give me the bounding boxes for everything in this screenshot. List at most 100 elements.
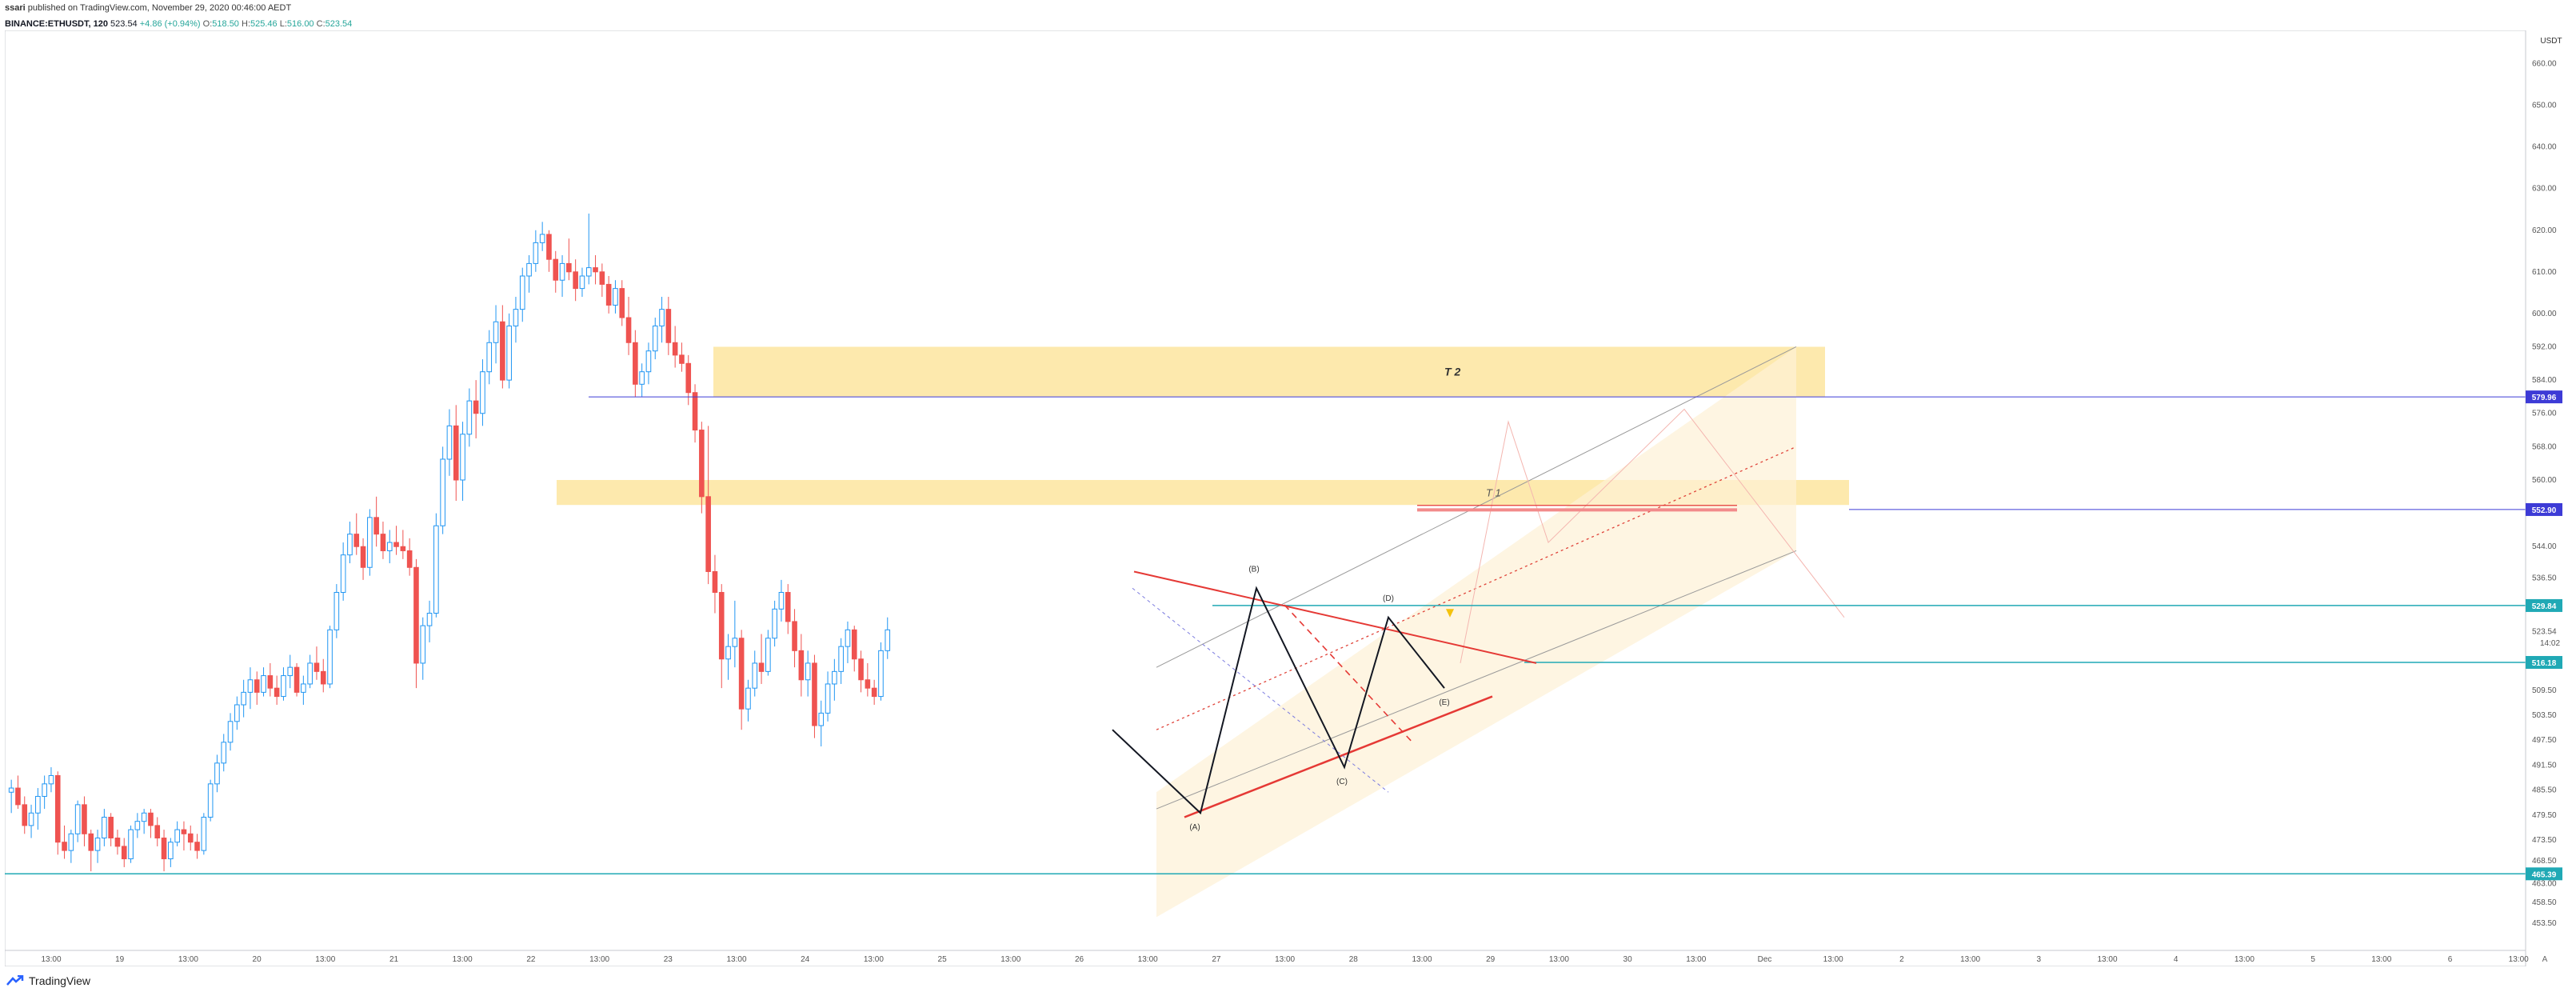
candle-body (148, 812, 154, 826)
candle-body (566, 262, 572, 273)
candle-body (62, 842, 67, 851)
time-tick: 26 (1075, 955, 1084, 964)
close-label: C: (316, 19, 325, 29)
price-badge (2526, 598, 2562, 612)
time-tick: 13:00 (1138, 955, 1158, 964)
price-tick: 620.00 (2532, 226, 2557, 235)
price-tick: 473.50 (2532, 836, 2557, 845)
time-tick: 13:00 (864, 955, 884, 964)
currency-label: USDT (2540, 37, 2562, 46)
candle-body (772, 608, 777, 639)
time-tick: 13:00 (1823, 955, 1843, 964)
channel-mid (1156, 446, 1797, 730)
candle-body (805, 662, 811, 681)
candle-body (367, 517, 373, 568)
candle-body (712, 570, 718, 593)
candle-body (433, 525, 439, 614)
symbol-name[interactable]: BINANCE:ETHUSDT, 120 (5, 19, 108, 29)
price-badge (2526, 502, 2562, 516)
price-tick: 568.00 (2532, 442, 2557, 451)
price-tick: 523.54 (2532, 628, 2557, 637)
candle-body (307, 662, 313, 685)
candle-body (314, 662, 320, 672)
candle-body (161, 838, 167, 860)
price-tick: 509.50 (2532, 686, 2557, 695)
price-tick: 485.50 (2532, 786, 2557, 795)
tradingview-logo-icon (6, 975, 24, 986)
candle-body (333, 591, 340, 630)
open-value: 518.50 (212, 19, 239, 29)
candle-body (718, 591, 725, 660)
candle-body (15, 787, 21, 806)
price-badge-label: 465.39 (2532, 870, 2557, 879)
candle-body (579, 275, 585, 290)
candle-body (605, 283, 612, 306)
price-tick: 584.00 (2532, 376, 2557, 385)
open-label: O: (202, 19, 213, 29)
channel-bottom (1156, 550, 1797, 810)
price-badge-label: 516.18 (2532, 659, 2557, 668)
candle-body (261, 675, 266, 693)
triangle-upper-line (1133, 570, 1537, 664)
candle-body (187, 833, 194, 843)
price-badge-label: 529.84 (2532, 602, 2557, 611)
time-tick: 13:00 (1549, 955, 1569, 964)
candle-body (533, 242, 539, 264)
price-axis[interactable]: USDT 660.00 650.00 640.00 630.00 620.00 610.00… (2525, 30, 2562, 966)
author-name[interactable]: ssari (5, 3, 26, 13)
wave-label: (B) (1248, 565, 1259, 574)
candle-body (885, 629, 891, 651)
candle-body (234, 704, 240, 722)
candle-body (393, 542, 399, 547)
candle-body (778, 591, 785, 610)
time-tick: 21 (389, 955, 399, 964)
time-tick: 2 (1899, 955, 1904, 964)
time-tick: 13:00 (589, 955, 609, 964)
time-tick: 13:00 (2371, 955, 2391, 964)
bar-countdown: 14:02 (2540, 639, 2560, 648)
price-badge-label: 579.96 (2532, 394, 2557, 402)
candle-body (699, 430, 705, 498)
candle-body (114, 838, 121, 847)
tradingview-logo[interactable]: TradingView (6, 974, 90, 987)
candle-body (865, 679, 871, 689)
candle-body (420, 625, 426, 664)
candle-body (599, 271, 605, 285)
candle-body (685, 362, 692, 394)
candle-body (825, 683, 831, 714)
candle-body (281, 675, 286, 698)
time-tick: 4 (2174, 955, 2179, 964)
candle-body (573, 271, 578, 290)
candle-body (659, 309, 665, 326)
triangle-marker (1446, 609, 1454, 618)
candle-body (446, 425, 453, 460)
candle-body (559, 262, 565, 281)
candle-body (845, 629, 851, 647)
price-badge (2526, 390, 2562, 404)
price-tick: 610.00 (2532, 268, 2557, 277)
candle-body (406, 550, 413, 568)
time-tick: 22 (526, 955, 536, 964)
time-tick: 13:00 (1000, 955, 1020, 964)
channel-top (1156, 346, 1797, 668)
price-tick: 660.00 (2532, 60, 2557, 69)
candle-body (134, 821, 141, 830)
high-value: 525.46 (250, 19, 278, 29)
zone-t2-label: T 2 (1444, 366, 1460, 378)
candle-body (141, 812, 147, 822)
candle-body (181, 829, 187, 834)
time-tick: 6 (2448, 955, 2453, 964)
price-tick: 650.00 (2532, 102, 2557, 110)
candle-body (466, 400, 473, 435)
candle-body (88, 833, 94, 851)
time-tick: 13:00 (726, 955, 746, 964)
candle-body (440, 458, 445, 526)
price-tick: 458.50 (2532, 898, 2557, 907)
wave-label: (E) (1439, 698, 1449, 707)
price-tick: 576.00 (2532, 410, 2557, 418)
time-axis[interactable]: 13:00 19 13:00 20 13:00 21 13:00 22 13:00 23 13:00… (5, 950, 2548, 964)
candle-body (758, 662, 765, 672)
publish-info: ssari published on TradingView.com, Nove… (5, 3, 291, 13)
candle-body (8, 787, 14, 793)
price-chart[interactable]: T 2T 1(A)(B)(C)(D)(E) USDT660.00650.0064… (5, 30, 2571, 966)
